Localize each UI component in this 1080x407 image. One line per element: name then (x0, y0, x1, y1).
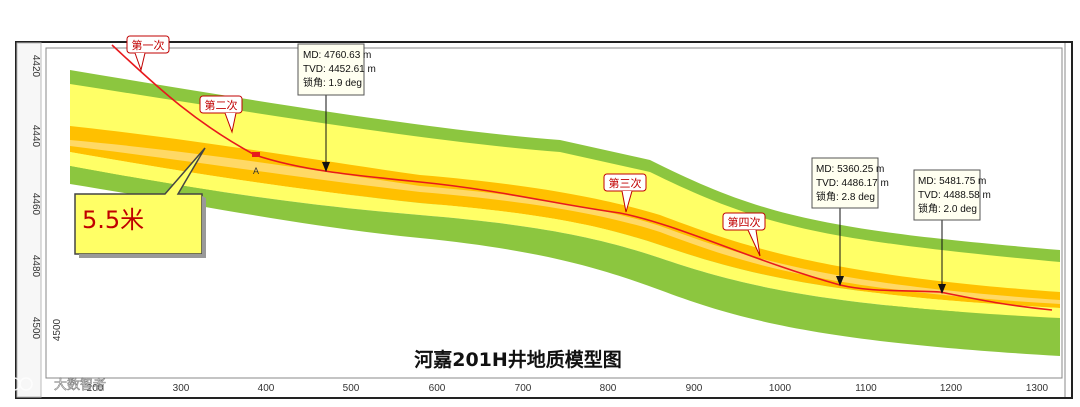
x-tick: 300 (173, 383, 190, 394)
attempt-text: 第一次 (132, 38, 165, 52)
callout-tvd: TVD: 4488.58 m (918, 190, 991, 201)
x-tick: 1000 (769, 383, 792, 394)
x-tick: 1300 (1026, 383, 1049, 394)
y-tick-inner: 4500 (52, 318, 63, 341)
attempt-label-1: 第一次 (126, 35, 170, 72)
x-tick: 200 (87, 383, 104, 394)
x-tick: 1100 (855, 383, 877, 394)
callout-md: MD: 4760.63 m (303, 50, 371, 61)
x-axis: 200 300 400 500 600 700 800 900 1000 110… (87, 383, 1049, 394)
attempt-text: 第四次 (728, 215, 761, 229)
attempt-label-4: 第四次 (722, 212, 766, 257)
callout-tvd: TVD: 4486.17 m (816, 178, 889, 189)
callout-md: MD: 5360.25 m (816, 164, 884, 175)
thickness-label: 5.5米 (82, 206, 144, 234)
attempt-text: 第二次 (205, 98, 238, 112)
y-tick: 4500 (30, 317, 41, 340)
info-callout-2: MD: 5360.25 m TVD: 4486.17 m 锁角: 2.8 deg (811, 157, 889, 286)
x-tick: 900 (686, 383, 703, 394)
strata (70, 70, 1060, 356)
attempt-text: 第三次 (609, 176, 642, 190)
callout-inc: 锁角: 2.8 deg (816, 190, 875, 203)
diagram-title: 河嘉201H井地质模型图 (414, 348, 622, 371)
watermark-text: 大数智者 (54, 378, 106, 393)
info-callout-3: MD: 5481.75 m TVD: 4488.58 m 锁角: 2.0 deg (913, 169, 991, 294)
callout-inc: 锁角: 2.0 deg (918, 202, 977, 215)
point-a-marker (252, 152, 260, 157)
y-tick: 4440 (30, 125, 41, 148)
point-a-label: A (253, 166, 259, 176)
callout-inc: 锁角: 1.9 deg (303, 76, 362, 89)
attempt-label-2: 第二次 (199, 95, 243, 134)
attempt-label-3: 第三次 (603, 173, 647, 213)
x-tick: 500 (343, 383, 360, 394)
info-callout-1: MD: 4760.63 m TVD: 4452.61 m 锁角: 1.9 deg (297, 43, 376, 172)
light-orange-stripe (70, 140, 1060, 304)
lower-green-layer (70, 166, 1060, 356)
callout-md: MD: 5481.75 m (918, 176, 986, 187)
y-axis: 4420 4440 4460 4480 4500 4500 (30, 55, 63, 341)
y-tick: 4480 (30, 255, 41, 278)
x-tick: 800 (600, 383, 617, 394)
y-tick: 4420 (30, 55, 41, 78)
x-tick: 1200 (940, 383, 963, 394)
x-tick: 600 (429, 383, 446, 394)
y-tick: 4460 (30, 193, 41, 216)
callout-tvd: TVD: 4452.61 m (303, 64, 376, 75)
x-tick: 700 (515, 383, 532, 394)
x-tick: 400 (258, 383, 275, 394)
lower-yellow-layer (70, 152, 1060, 318)
watermark: 大数智者 (7, 377, 106, 393)
thickness-bubble: 5.5米 (74, 147, 206, 258)
y-axis-strip (16, 42, 42, 398)
